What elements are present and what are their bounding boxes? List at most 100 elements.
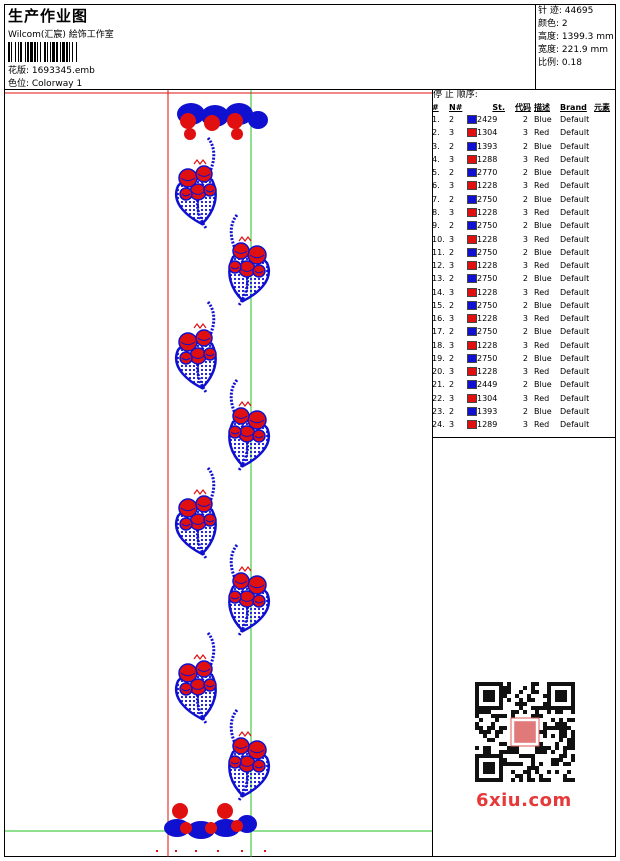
color-swatch [467,274,477,284]
row-needle: 3 [449,287,455,297]
row-element [594,352,615,365]
col-index: # [432,102,439,112]
color-swatch [467,287,477,297]
row-index: 2. [432,128,440,138]
row-description: Red [534,393,550,403]
stitch-count-value: 2750 [477,300,498,310]
table-bottom-divider [432,437,615,438]
stitch-count-value: 1228 [477,181,498,191]
row-code: 3 [522,393,528,403]
table-row: 17. 2 2750 2 Blue Default [432,325,615,338]
header-divider [5,89,615,90]
row-element [594,325,615,338]
table-row: 4. 3 1288 3 Red Default [432,153,615,166]
row-stitches: 1289 [467,418,507,431]
row-stitches: 1228 [467,285,507,298]
row-element [594,365,615,378]
table-row: 6. 3 1228 3 Red Default [432,179,615,192]
color-swatch [467,141,477,151]
row-brand: Default [560,380,590,390]
row-index: 4. [432,154,440,164]
row-needle: 2 [449,353,455,363]
color-swatch [467,380,477,390]
row-stitches: 1304 [467,392,507,405]
row-stitches: 1304 [467,126,507,139]
stitch-count-value: 2750 [477,353,498,363]
table-row: 22. 3 1304 3 Red Default [432,392,615,405]
row-brand: Default [560,353,590,363]
row-description: Blue [534,115,552,125]
row-code: 2 [522,247,528,257]
row-stitches: 2750 [467,193,507,206]
embroidery-motif [174,632,217,724]
row-element [594,312,615,325]
row-stitches: 2750 [467,352,507,365]
row-stitches: 2770 [467,166,507,179]
top-scallop-border [177,103,268,140]
table-row: 24. 3 1289 3 Red Default [432,418,615,431]
company-name: Wilcom(汇宸) 絵饰工作室 [8,30,114,40]
color-count: 颜色: 2 [538,19,568,29]
design-file-label: 花版: 1693345.emb [8,66,95,76]
row-code: 2 [522,327,528,337]
table-row: 1. 2 2429 2 Blue Default [432,113,615,126]
row-description: Red [534,314,550,324]
row-needle: 3 [449,181,455,191]
row-brand: Default [560,154,590,164]
row-description: Blue [534,353,552,363]
table-row: 20. 3 1228 3 Red Default [432,365,615,378]
row-index: 12. [432,261,445,271]
table-row: 18. 3 1228 3 Red Default [432,339,615,352]
table-header-row: # N# St. 代码 描述 Brand 元素 [432,101,615,113]
row-needle: 3 [449,420,455,430]
table-row: 9. 2 2750 2 Blue Default [432,219,615,232]
row-index: 22. [432,393,445,403]
col-element: 元素 [594,102,610,112]
stitch-count-value: 2429 [477,115,498,125]
row-brand: Default [560,327,590,337]
row-index: 14. [432,287,445,297]
row-index: 24. [432,420,445,430]
col-code: 代码 [515,102,531,112]
row-brand: Default [560,274,590,284]
row-needle: 3 [449,261,455,271]
row-brand: Default [560,247,590,257]
table-row: 21. 2 2449 2 Blue Default [432,378,615,391]
row-index: 18. [432,340,445,350]
row-stitches: 1228 [467,312,507,325]
row-element [594,285,615,298]
row-element [594,153,615,166]
row-index: 19. [432,353,445,363]
table-row: 7. 2 2750 2 Blue Default [432,193,615,206]
embroidery-canvas [5,90,432,857]
row-code: 2 [522,406,528,416]
row-index: 7. [432,194,440,204]
table-row: 12. 3 1228 3 Red Default [432,259,615,272]
color-swatch [467,314,477,324]
row-code: 3 [522,287,528,297]
row-brand: Default [560,194,590,204]
row-element [594,140,615,153]
row-element [594,219,615,232]
embroidery-motif [174,301,217,393]
row-code: 3 [522,340,528,350]
stop-sequence-table: # N# St. 代码 描述 Brand 元素 1. 2 2429 2 Blue Defa… [432,101,615,431]
embroidery-motif [174,467,217,559]
row-element [594,272,615,285]
row-index: 16. [432,314,445,324]
row-needle: 3 [449,367,455,377]
row-brand: Default [560,340,590,350]
row-code: 3 [522,314,528,324]
row-needle: 3 [449,393,455,403]
row-code: 2 [522,274,528,284]
row-element [594,166,615,179]
stop-sequence-title: 停 止 顺序: [433,90,478,100]
row-description: Blue [534,194,552,204]
row-needle: 2 [449,300,455,310]
row-code: 2 [522,353,528,363]
stitch-count-value: 1228 [477,261,498,271]
row-brand: Default [560,207,590,217]
embroidery-motif [228,544,271,636]
color-swatch [467,367,477,377]
stitch-count-value: 2449 [477,380,498,390]
